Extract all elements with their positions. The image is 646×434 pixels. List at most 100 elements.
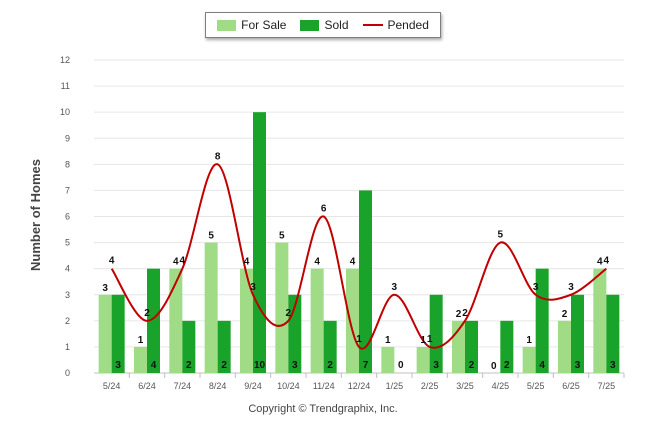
x-axis: 5/24 6/24 7/24 8/24 9/24 10/24 11/24 12/24 1/25 2… bbox=[94, 372, 625, 391]
for-sale-bar bbox=[204, 242, 218, 373]
for-sale-data-label: 1 bbox=[138, 335, 144, 346]
y-tick-label: 6 bbox=[65, 212, 70, 222]
y-tick-label: 3 bbox=[65, 290, 70, 300]
for-sale-data-label: 0 bbox=[491, 361, 497, 372]
pended-data-label: 3 bbox=[568, 282, 574, 293]
for-sale-bar bbox=[169, 268, 183, 373]
pended-data-label: 3 bbox=[250, 282, 256, 293]
for-sale-bar bbox=[310, 268, 324, 373]
sold-data-label: 3 bbox=[292, 360, 298, 371]
x-tick-label: 1/25 bbox=[386, 381, 404, 391]
for-sale-bar bbox=[558, 320, 571, 373]
legend-item-sold[interactable]: Sold bbox=[300, 18, 349, 32]
legend-label-sold: Sold bbox=[324, 18, 349, 32]
sold-data-label: 3 bbox=[433, 360, 439, 371]
y-tick-label: 11 bbox=[61, 81, 70, 91]
x-tick-label: 6/24 bbox=[138, 381, 156, 391]
sold-data-label: 3 bbox=[115, 360, 121, 371]
sold-bar bbox=[359, 190, 372, 373]
legend-label-for-sale: For Sale bbox=[241, 18, 287, 32]
x-tick-label: 7/25 bbox=[598, 381, 616, 391]
pended-data-label: 2 bbox=[462, 308, 468, 319]
for-sale-data-label: 5 bbox=[208, 231, 214, 242]
sold-data-label: 0 bbox=[398, 360, 404, 371]
for-sale-data-label: 4 bbox=[173, 257, 179, 268]
sold-bar bbox=[147, 268, 160, 373]
sold-bar bbox=[571, 294, 584, 373]
sold-swatch bbox=[300, 19, 320, 31]
sold-bar bbox=[465, 320, 478, 373]
bars bbox=[98, 112, 620, 374]
sold-bar bbox=[535, 268, 549, 373]
y-axis-label: Number of Homes bbox=[28, 159, 43, 271]
pended-data-label: 4 bbox=[180, 256, 186, 267]
for-sale-data-label: 1 bbox=[526, 335, 532, 346]
sold-data-label: 7 bbox=[363, 360, 369, 371]
for-sale-bar bbox=[346, 268, 359, 373]
x-tick-label: 6/25 bbox=[562, 381, 580, 391]
for-sale-data-label: 4 bbox=[314, 257, 320, 268]
legend-item-pended[interactable]: Pended bbox=[362, 18, 429, 32]
for-sale-data-label: 3 bbox=[102, 283, 108, 294]
y-tick-label: 12 bbox=[60, 55, 70, 65]
pended-data-label: 5 bbox=[498, 230, 504, 241]
for-sale-bar bbox=[240, 268, 253, 373]
sold-bar bbox=[253, 112, 266, 374]
sold-data-label: 2 bbox=[327, 360, 333, 371]
legend-label-pended: Pended bbox=[387, 18, 429, 32]
for-sale-data-label: 1 bbox=[420, 335, 426, 346]
for-sale-data-label: 4 bbox=[244, 257, 250, 268]
pended-data-label: 4 bbox=[109, 256, 115, 267]
pended-data-label: 2 bbox=[144, 308, 150, 319]
y-tick-label: 5 bbox=[65, 238, 70, 248]
for-sale-data-label: 4 bbox=[597, 257, 603, 268]
pended-line-group bbox=[110, 163, 607, 350]
sold-data-label: 4 bbox=[539, 360, 545, 371]
pended-data-label: 2 bbox=[286, 308, 292, 319]
sold-bar bbox=[500, 320, 514, 373]
y-tick-label: 0 bbox=[65, 368, 70, 378]
y-tick-label: 9 bbox=[65, 133, 70, 143]
sold-data-label: 10 bbox=[254, 360, 266, 371]
for-sale-bar bbox=[275, 242, 289, 373]
pended-data-label: 3 bbox=[533, 282, 539, 293]
sold-bar bbox=[429, 294, 443, 373]
sold-bar bbox=[323, 320, 337, 373]
for-sale-bar bbox=[134, 346, 147, 373]
pended-data-label: 4 bbox=[604, 256, 610, 267]
pended-data-label: 8 bbox=[215, 151, 221, 162]
sold-data-label: 2 bbox=[221, 360, 227, 371]
x-tick-label: 3/25 bbox=[456, 381, 474, 391]
legend-item-for-sale[interactable]: For Sale bbox=[217, 18, 286, 32]
x-tick-label: 8/24 bbox=[209, 381, 227, 391]
x-tick-label: 10/24 bbox=[277, 381, 300, 391]
for-sale-bar bbox=[593, 268, 607, 373]
pended-data-label: 1 bbox=[427, 334, 433, 345]
pended-swatch bbox=[362, 24, 383, 26]
sold-data-label: 2 bbox=[469, 360, 475, 371]
for-sale-swatch bbox=[217, 19, 237, 31]
y-tick-label: 1 bbox=[65, 342, 70, 352]
sold-bar bbox=[111, 294, 125, 373]
sold-data-label: 2 bbox=[504, 360, 510, 371]
x-tick-label: 11/24 bbox=[313, 381, 335, 391]
y-tick-label: 4 bbox=[65, 264, 70, 274]
copyright-text: Copyright © Trendgraphix, Inc. bbox=[248, 403, 398, 415]
pended-line bbox=[110, 163, 607, 350]
y-tick-label: 8 bbox=[65, 159, 70, 169]
x-tick-label: 5/25 bbox=[527, 381, 545, 391]
x-tick-label: 4/25 bbox=[492, 381, 510, 391]
y-tick-label: 10 bbox=[60, 107, 70, 117]
y-tick-label: 7 bbox=[65, 185, 70, 195]
pended-data-label: 6 bbox=[321, 204, 327, 215]
legend: For Sale Sold Pended bbox=[205, 12, 441, 38]
x-tick-label: 7/24 bbox=[174, 381, 192, 391]
x-tick-label: 12/24 bbox=[348, 381, 371, 391]
y-tick-label: 2 bbox=[65, 316, 70, 326]
pended-data-label: 3 bbox=[392, 282, 398, 293]
sold-bar bbox=[182, 320, 196, 373]
sold-data-label: 4 bbox=[151, 360, 157, 371]
for-sale-data-label: 5 bbox=[279, 231, 285, 242]
